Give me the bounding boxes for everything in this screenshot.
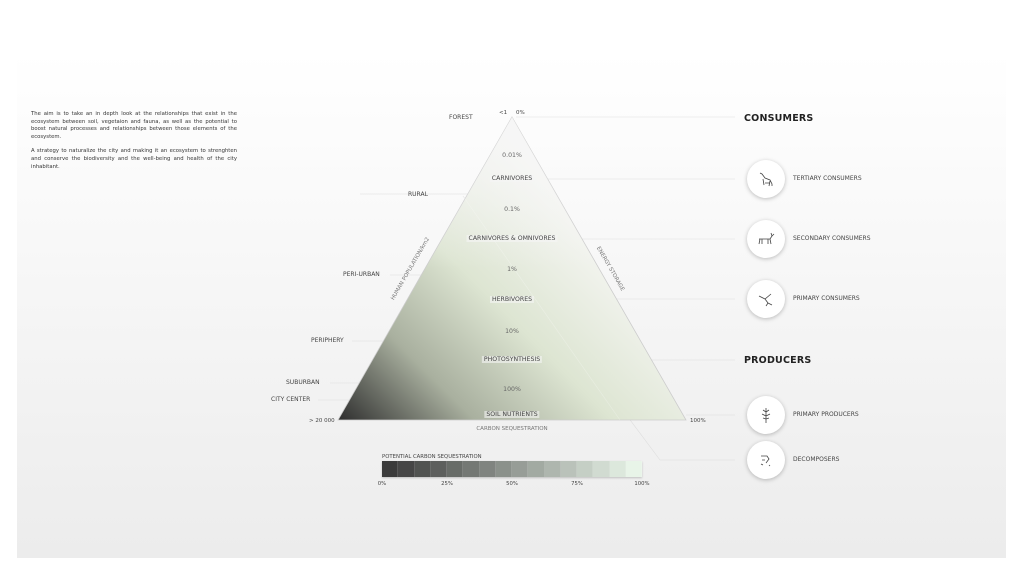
producers-heading: PRODUCERS: [744, 355, 812, 366]
level-carnivores-omnivores: CARNIVORES & OMNIVORES: [466, 235, 558, 242]
level-photosynthesis: PHOTOSYNTHESIS: [481, 356, 543, 363]
wolf-icon: [747, 160, 785, 198]
hummingbird-icon: [747, 280, 785, 318]
colorbar-cell: [577, 461, 594, 477]
colorbar-cell: [544, 461, 561, 477]
axis-label-rural: RURAL: [408, 191, 428, 198]
colorbar-cell: [625, 461, 642, 477]
secondary-consumers-label: SECONDARY CONSUMERS: [793, 235, 871, 242]
fungi-icon: [747, 441, 785, 479]
axis-label-forest: FOREST: [449, 114, 473, 121]
intro-paragraph-2: A strategy to naturalize the city and ma…: [31, 148, 237, 170]
primary-consumers-label: PRIMARY CONSUMERS: [793, 295, 860, 302]
colorbar-cell: [414, 461, 431, 477]
legend-tick-25: 25%: [441, 481, 453, 487]
legend-tick-0: 0%: [377, 481, 387, 487]
primary-producers-label: PRIMARY PRODUCERS: [793, 411, 859, 418]
percent-0-01: 0.01%: [502, 152, 522, 159]
deer-icon: [747, 220, 785, 258]
colorbar-cell: [398, 461, 415, 477]
legend-tick-75: 75%: [571, 481, 583, 487]
colorbar-cell: [495, 461, 512, 477]
colorbar-cell: [479, 461, 496, 477]
apex-population: <1: [499, 110, 508, 116]
axis-label-suburban: SUBURBAN: [286, 379, 320, 386]
percent-100: 100%: [503, 386, 521, 393]
colorbar-cell: [447, 461, 464, 477]
intro-paragraph-1: The aim is to take an in depth look at t…: [31, 111, 237, 140]
colorbar-cell: [463, 461, 480, 477]
axis-label-periphery: PERIPHERY: [311, 337, 344, 344]
base-right-value: 100%: [690, 418, 706, 424]
legend-colorbar: [382, 461, 642, 477]
legend-tick-100: 100%: [634, 481, 650, 487]
percent-0-1: 0.1%: [504, 206, 520, 213]
level-soil-nutrients: SOIL NUTRIENTS: [484, 411, 540, 418]
base-left-value: > 20 000: [309, 418, 335, 424]
tertiary-consumers-label: TERTIARY CONSUMERS: [793, 175, 862, 182]
level-herbivores: HERBIVORES: [489, 296, 535, 303]
percent-1: 1%: [507, 266, 517, 273]
intro-text: The aim is to take an in depth look at t…: [31, 111, 237, 178]
percent-10: 10%: [505, 328, 519, 335]
colorbar-cell: [512, 461, 529, 477]
colorbar-cell: [609, 461, 626, 477]
legend-title: POTENTIAL CARBON SEQUESTRATION: [382, 454, 482, 460]
legend-tick-50: 50%: [506, 481, 518, 487]
level-carnivores: CARNIVORES: [489, 175, 535, 182]
colorbar-cell: [382, 461, 399, 477]
colorbar-cell: [430, 461, 447, 477]
decomposers-label: DECOMPOSERS: [793, 456, 840, 463]
axis-label-peri-urban: PERI-URBAN: [343, 271, 380, 278]
colorbar-cell: [593, 461, 610, 477]
consumers-heading: CONSUMERS: [744, 113, 814, 124]
plant-icon: [747, 396, 785, 434]
base-axis-label: CARBON SEQUESTRATION: [476, 426, 548, 432]
axis-label-city-center: CITY CENTER: [271, 396, 311, 403]
apex-percent: 0%: [516, 110, 525, 116]
colorbar-cell: [528, 461, 545, 477]
colorbar-cell: [560, 461, 577, 477]
